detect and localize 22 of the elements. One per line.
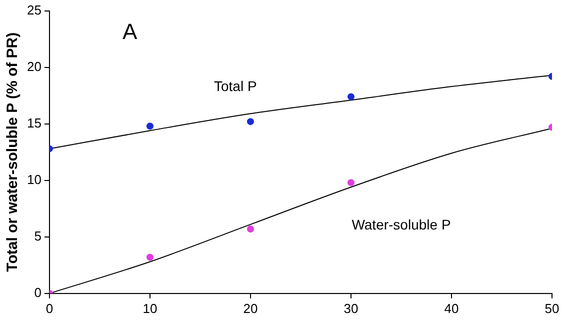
x-tick-label: 20	[243, 300, 258, 316]
x-tick-label: 0	[46, 300, 54, 316]
y-tick-label: 5	[34, 228, 42, 244]
x-tick-label: 40	[444, 300, 459, 316]
point	[246, 225, 254, 232]
x-tick-label: 30	[344, 300, 358, 316]
annotation: Total P	[214, 78, 257, 94]
y-tick-label: 10	[26, 172, 42, 187]
y-tick-label: 20	[26, 58, 42, 74]
point	[146, 122, 154, 130]
point	[246, 118, 254, 126]
x-tick-label: 50	[544, 300, 560, 316]
annotation: Water-soluble P	[352, 216, 451, 232]
y-tick-label: 25	[26, 2, 42, 18]
y-tick-label: 0	[34, 284, 42, 300]
point	[146, 254, 154, 261]
x-tick-label: 10	[142, 300, 158, 316]
point	[347, 93, 354, 100]
y-axis-title: Total or water-soluble P (% of PR)	[4, 32, 22, 272]
chart-title: A	[122, 18, 138, 44]
y-tick-label: 15	[26, 115, 42, 130]
point	[347, 179, 354, 186]
